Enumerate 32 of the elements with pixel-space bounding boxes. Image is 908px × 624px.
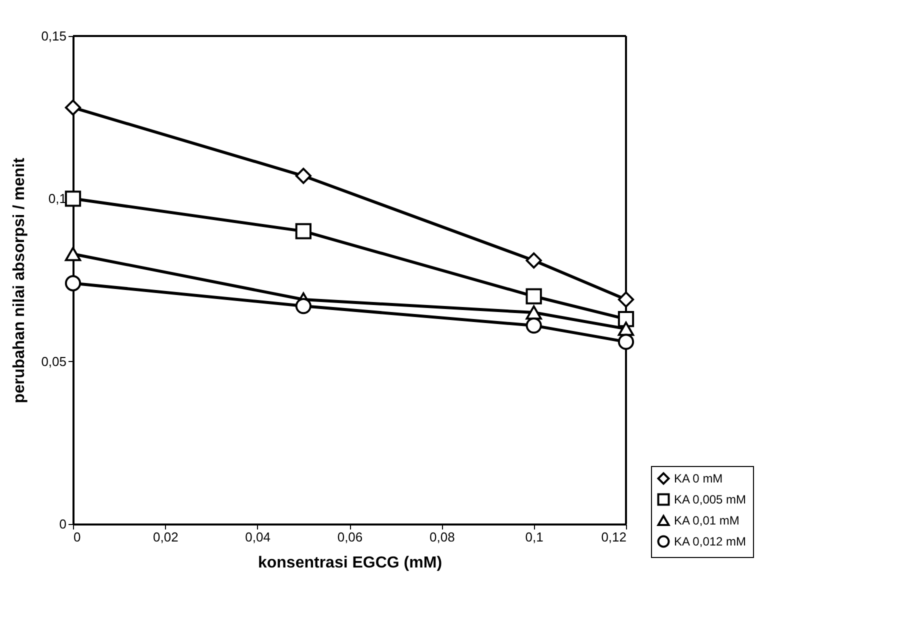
x-tick-label: 0,1: [525, 530, 544, 544]
y-tick-label: 0,05: [41, 354, 66, 369]
legend-label: KA 0,01 mM: [674, 514, 740, 528]
x-axis-title: konsentrasi EGCG (mM): [258, 554, 442, 572]
point: [618, 291, 634, 308]
point: [618, 334, 634, 350]
x-tick-label: 0,08: [430, 530, 455, 544]
x-tick-label: 0,12: [601, 530, 626, 544]
point: [295, 168, 312, 184]
x-tick-label: 0,04: [245, 530, 270, 544]
legend-label: KA 0,005 mM: [674, 492, 746, 506]
point: [295, 298, 312, 314]
y-tick-label: 0,1: [48, 191, 66, 206]
point: [526, 252, 542, 269]
point: [64, 190, 82, 207]
x-tick-label: 0,02: [153, 530, 178, 544]
x-tick-label: 0,06: [337, 530, 363, 544]
point: [64, 100, 82, 116]
point: [526, 288, 542, 304]
point: [618, 310, 634, 328]
point: [64, 275, 82, 292]
point: [526, 305, 542, 320]
point: [64, 246, 82, 262]
legend-label: KA 0 mM: [674, 472, 723, 486]
y-tick-label: 0,15: [41, 28, 66, 44]
x-tick-label: 0: [74, 530, 81, 544]
y-tick-label: 0: [59, 516, 66, 532]
point: [295, 223, 312, 240]
point: [618, 322, 634, 336]
legend-label: KA 0,012 mM: [674, 534, 746, 548]
y-axis-title: perubahan nilai absorpsi / menit: [11, 157, 28, 404]
point: [526, 317, 542, 334]
